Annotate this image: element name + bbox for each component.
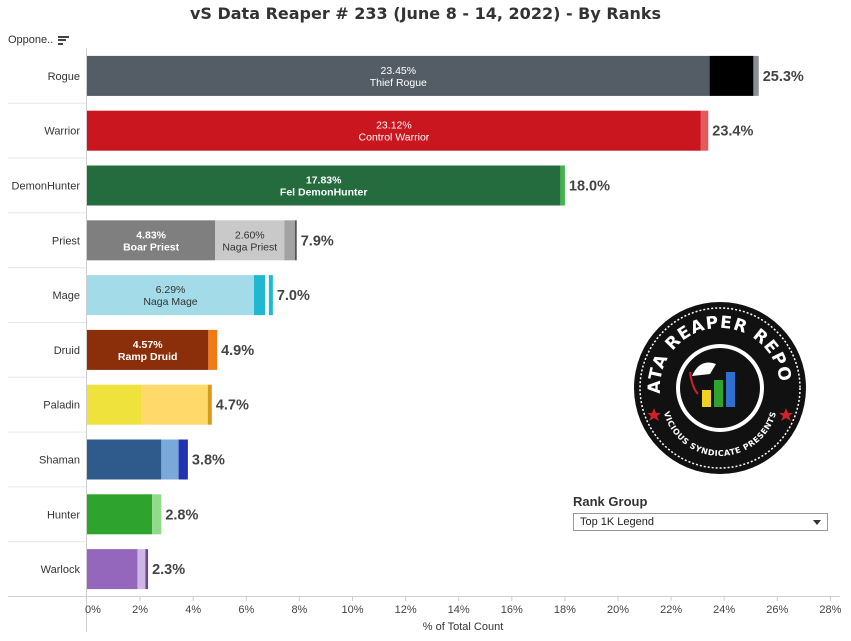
segment-name-label: Fel DemonHunter — [280, 187, 368, 199]
x-axis-title: % of Total Count — [423, 621, 504, 633]
category-label: Druid — [54, 345, 80, 357]
bar-segment[interactable] — [141, 384, 208, 425]
segment-value-label: 23.12% — [376, 120, 412, 132]
total-value-label: 18.0% — [569, 179, 610, 195]
sort-header[interactable]: Oppone.. — [8, 34, 70, 46]
segment-name-label: Boar Priest — [123, 241, 180, 253]
bar-segment[interactable] — [87, 494, 153, 535]
total-value-label: 7.9% — [301, 233, 334, 249]
x-tick-label: 8% — [291, 604, 307, 616]
total-value-label: 23.4% — [712, 124, 753, 140]
bar-segment[interactable] — [709, 55, 754, 96]
x-tick-label: 0% — [85, 604, 101, 616]
rank-group-title: Rank Group — [573, 494, 648, 509]
bar-segment[interactable] — [137, 549, 146, 590]
category-label: Hunter — [47, 509, 80, 521]
total-value-label: 3.8% — [192, 453, 225, 469]
bar-segment[interactable] — [215, 220, 285, 261]
segment-name-label: Naga Priest — [222, 241, 277, 253]
bar-segment[interactable] — [208, 329, 218, 370]
x-tick-label: 22% — [660, 604, 682, 616]
chart-title: vS Data Reaper # 233 (June 8 - 14, 2022)… — [189, 4, 662, 23]
bar-segment[interactable] — [753, 55, 759, 96]
x-tick-label: 26% — [766, 604, 788, 616]
segment-value-label: 23.45% — [380, 65, 416, 77]
bar-segment[interactable] — [284, 220, 295, 261]
bar-segment[interactable] — [268, 275, 273, 316]
segment-value-label: 17.83% — [306, 175, 342, 187]
x-tick-label: 6% — [238, 604, 254, 616]
x-tick-label: 14% — [448, 604, 470, 616]
segment-name-label: Naga Mage — [143, 296, 197, 308]
total-value-label: 4.7% — [216, 398, 249, 414]
category-label: DemonHunter — [12, 181, 81, 193]
bar-segment[interactable] — [87, 549, 138, 590]
bar-segment[interactable] — [145, 549, 149, 590]
x-tick-label: 16% — [501, 604, 523, 616]
bar-segment[interactable] — [700, 110, 709, 151]
bar-segment[interactable] — [178, 439, 188, 480]
chevron-down-icon[interactable] — [813, 519, 821, 525]
segment-value-label: 4.57% — [133, 339, 163, 351]
segment-name-label: Ramp Druid — [118, 351, 178, 363]
category-label: Paladin — [43, 400, 80, 412]
category-label: Mage — [52, 290, 80, 302]
x-tick-label: 12% — [395, 604, 417, 616]
bar-segment[interactable] — [161, 439, 179, 480]
category-label: Warlock — [41, 564, 81, 576]
bar-segment[interactable] — [152, 494, 162, 535]
sort-header-label: Oppone.. — [8, 34, 54, 46]
segment-name-label: Control Warrior — [359, 132, 430, 144]
bar-segment[interactable] — [560, 165, 565, 206]
bar-segment[interactable] — [253, 275, 266, 316]
rank-group-dropdown[interactable]: Top 1K Legend — [573, 513, 828, 531]
bar-segment[interactable] — [294, 220, 297, 261]
total-value-label: 4.9% — [221, 343, 254, 359]
bar-segment[interactable] — [87, 165, 561, 206]
bar-segment[interactable] — [87, 55, 710, 96]
x-tick-label: 24% — [713, 604, 735, 616]
category-label: Rogue — [48, 71, 80, 83]
bar-segment[interactable] — [87, 329, 209, 370]
total-value-label: 2.8% — [165, 507, 198, 523]
category-label: Shaman — [39, 455, 80, 467]
bar-segment[interactable] — [87, 110, 701, 151]
sort-descending-icon[interactable] — [58, 35, 70, 45]
bar-segment[interactable] — [265, 275, 269, 316]
total-value-label: 7.0% — [277, 288, 310, 304]
total-value-label: 25.3% — [763, 69, 804, 85]
segment-name-label: Thief Rogue — [370, 77, 427, 89]
segment-value-label: 4.83% — [136, 229, 166, 241]
segment-value-label: 6.29% — [156, 284, 186, 296]
x-tick-label: 28% — [819, 604, 841, 616]
bar-segment[interactable] — [87, 220, 216, 261]
data-reaper-report-logo: DATA REAPER REPORT VICIOUS SYNDICATE PRE… — [630, 298, 806, 474]
segment-value-label: 2.60% — [235, 229, 265, 241]
rank-group-selected: Top 1K Legend — [580, 516, 655, 528]
x-tick-label: 2% — [132, 604, 148, 616]
x-tick-label: 20% — [607, 604, 629, 616]
bar-segment[interactable] — [87, 439, 162, 480]
rank-group-filter: Rank Group Top 1K Legend — [573, 494, 830, 531]
total-value-label: 2.3% — [152, 562, 185, 578]
category-label: Priest — [52, 235, 80, 247]
category-label: Warrior — [44, 126, 80, 138]
x-tick-label: 18% — [554, 604, 576, 616]
bar-segment[interactable] — [207, 384, 212, 425]
x-tick-label: 4% — [185, 604, 201, 616]
bar-segment[interactable] — [87, 275, 254, 316]
x-tick-label: 10% — [341, 604, 363, 616]
bar-segment[interactable] — [87, 384, 142, 425]
